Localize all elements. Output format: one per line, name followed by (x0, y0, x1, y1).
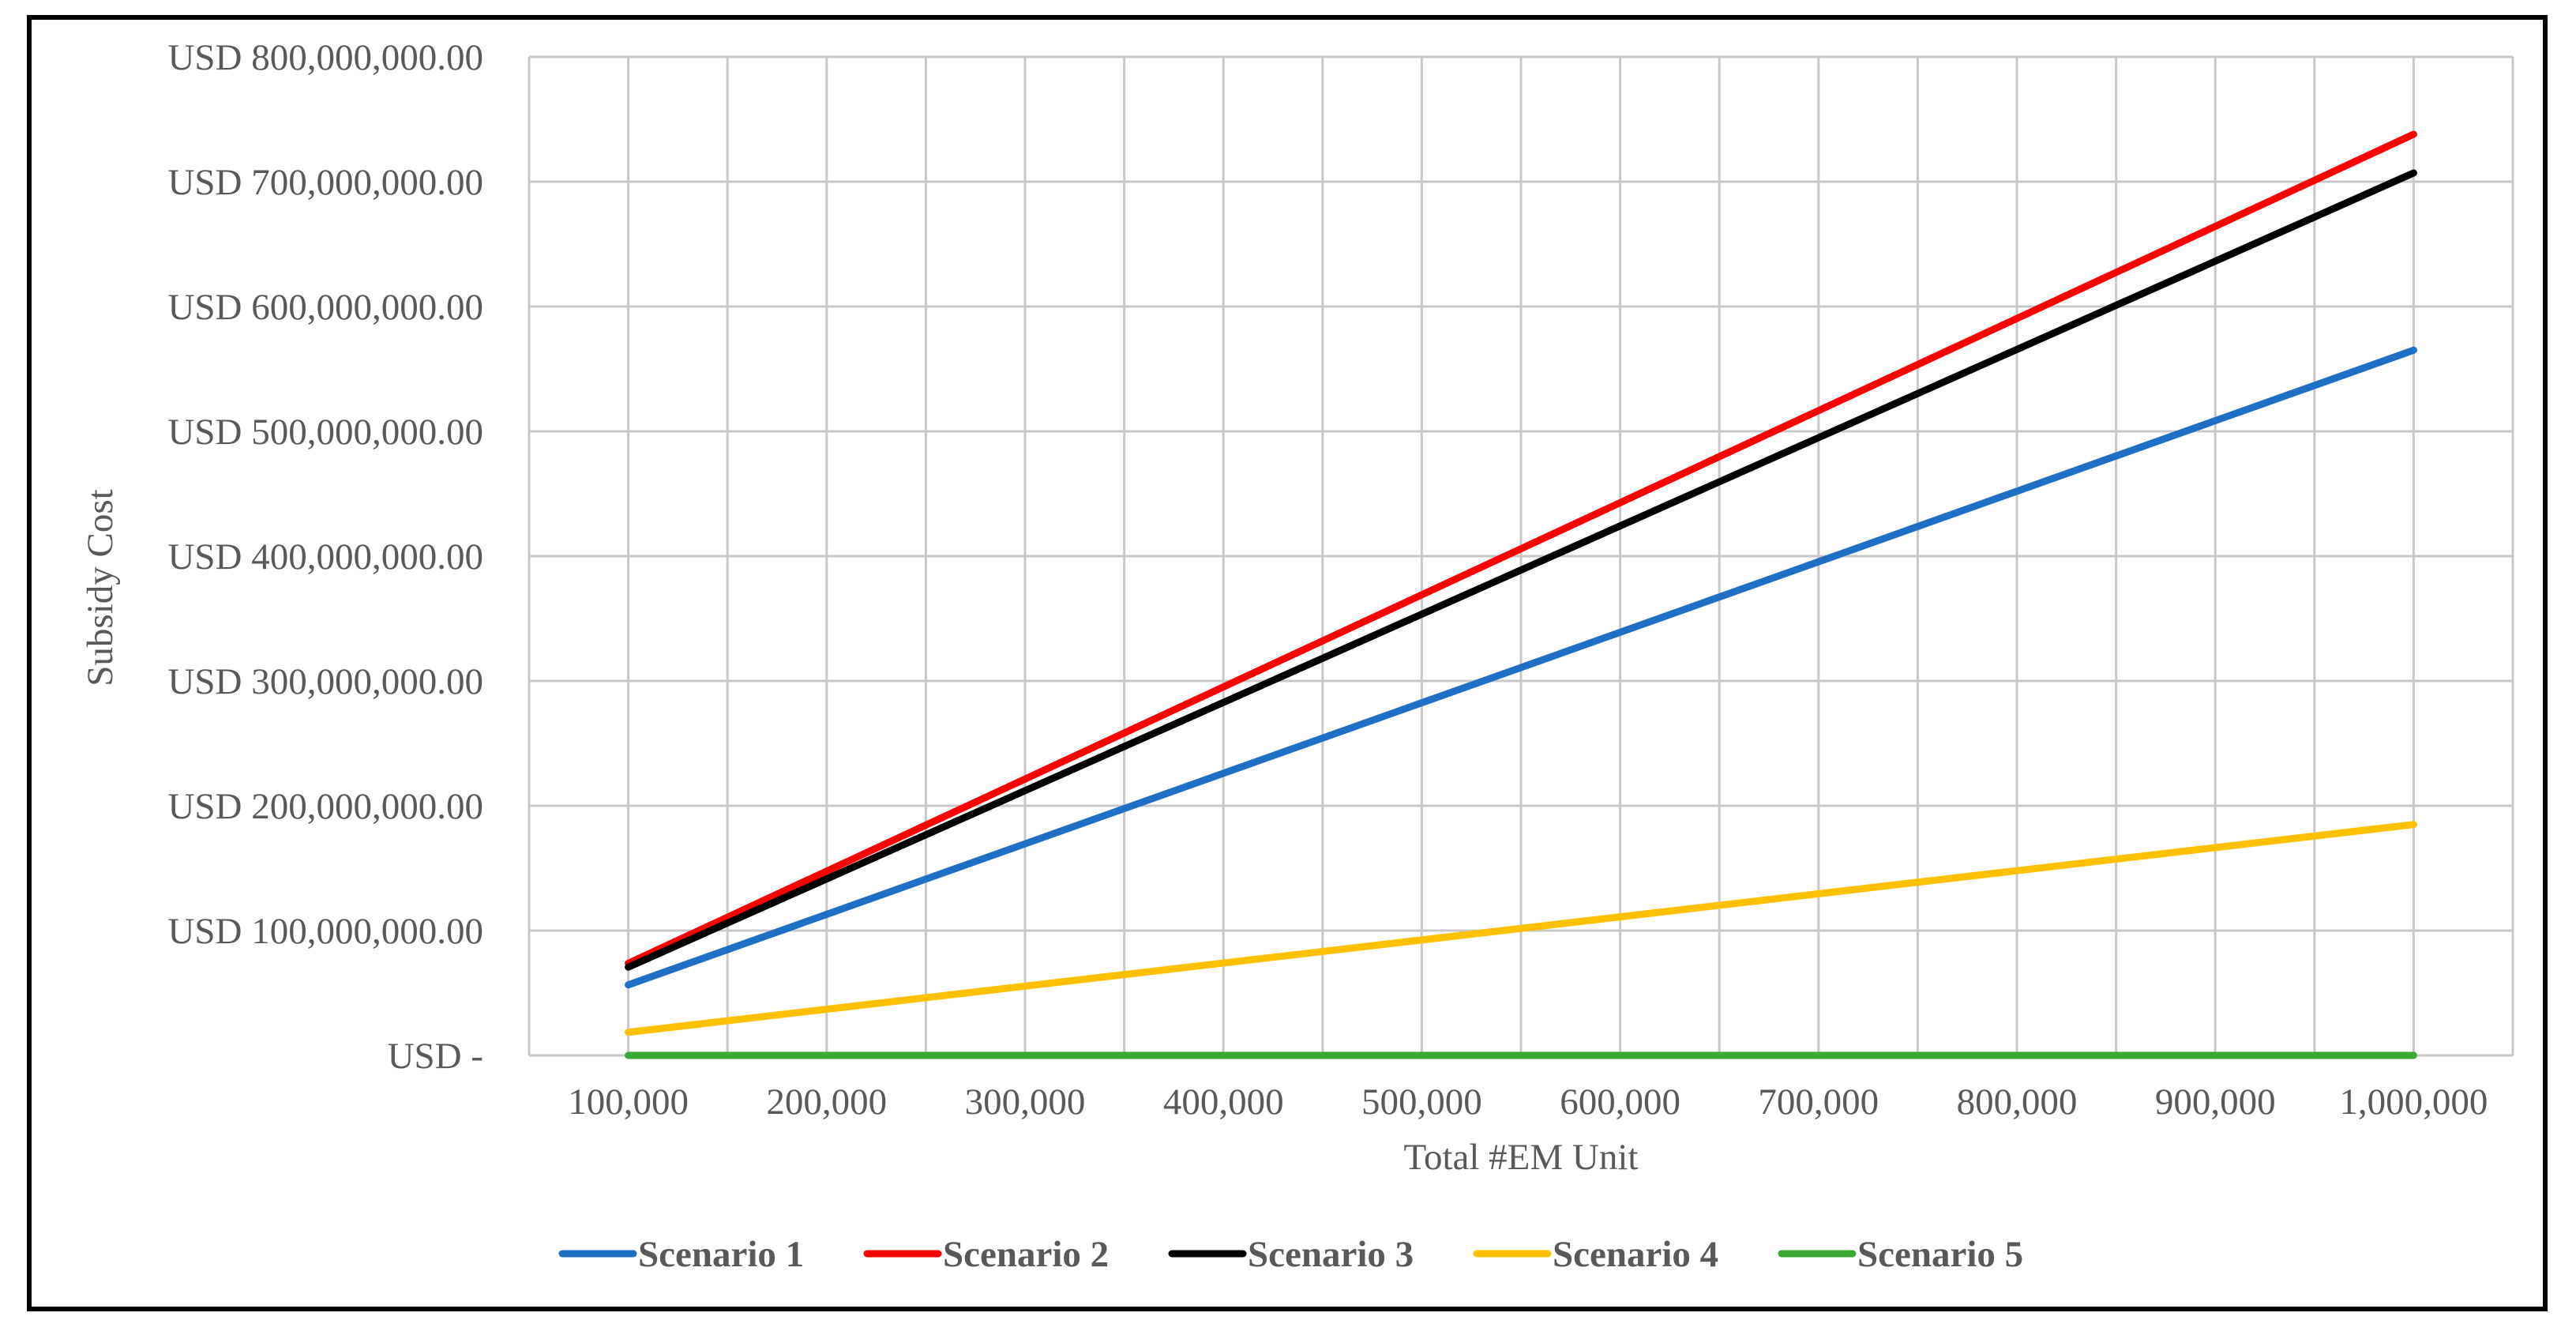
legend-label-scenario-3: Scenario 3 (1248, 1234, 1414, 1275)
legend-label-scenario-4: Scenario 4 (1553, 1234, 1718, 1275)
x-tick-label: 600,000 (1560, 1081, 1680, 1123)
y-tick-label: USD 700,000,000.00 (167, 162, 483, 203)
y-tick-label: USD 400,000,000.00 (167, 536, 483, 577)
x-tick-label: 400,000 (1163, 1081, 1284, 1123)
grid-layer (528, 55, 2514, 1057)
y-tick-label: USD 600,000,000.00 (167, 287, 483, 328)
x-tick-label: 100,000 (568, 1081, 689, 1123)
x-tick-label: 1,000,000 (2339, 1081, 2488, 1123)
legend-label-scenario-1: Scenario 1 (638, 1234, 804, 1275)
x-tick-label: 800,000 (1957, 1081, 2078, 1123)
legend: Scenario 1 Scenario 2 Scenario 3 Scenario 4… (558, 1234, 2023, 1275)
x-tick-label: 200,000 (766, 1081, 887, 1123)
x-axis-title: Total #EM Unit (1404, 1137, 1639, 1178)
y-axis-ticks: USD - USD 100,000,000.00 USD 200,000,000.0… (167, 37, 483, 1077)
y-tick-label: USD 500,000,000.00 (167, 412, 483, 453)
y-tick-label: USD - (388, 1036, 483, 1077)
legend-label-scenario-5: Scenario 5 (1857, 1234, 2023, 1275)
y-tick-label: USD 800,000,000.00 (167, 37, 483, 78)
chart-frame (27, 15, 2548, 1311)
x-tick-label: 900,000 (2155, 1081, 2276, 1123)
x-tick-label: 700,000 (1758, 1081, 1879, 1123)
legend-label-scenario-2: Scenario 2 (943, 1234, 1109, 1275)
series-line-scenario-3 (625, 169, 2417, 971)
series-layer (625, 130, 2417, 1059)
y-axis-title: Subsidy Cost (80, 489, 121, 686)
series-line-scenario-1 (625, 346, 2417, 989)
y-tick-label: USD 100,000,000.00 (167, 911, 483, 952)
x-axis-ticks: 100,000 200,000 300,000 400,000 500,000 600,0… (568, 1081, 2488, 1123)
y-tick-label: USD 300,000,000.00 (167, 661, 483, 702)
x-tick-label: 500,000 (1361, 1081, 1482, 1123)
series-line-scenario-4 (625, 821, 2417, 1036)
x-tick-label: 300,000 (965, 1081, 1086, 1123)
y-tick-label: USD 200,000,000.00 (167, 786, 483, 827)
series-line-scenario-2 (625, 130, 2417, 967)
